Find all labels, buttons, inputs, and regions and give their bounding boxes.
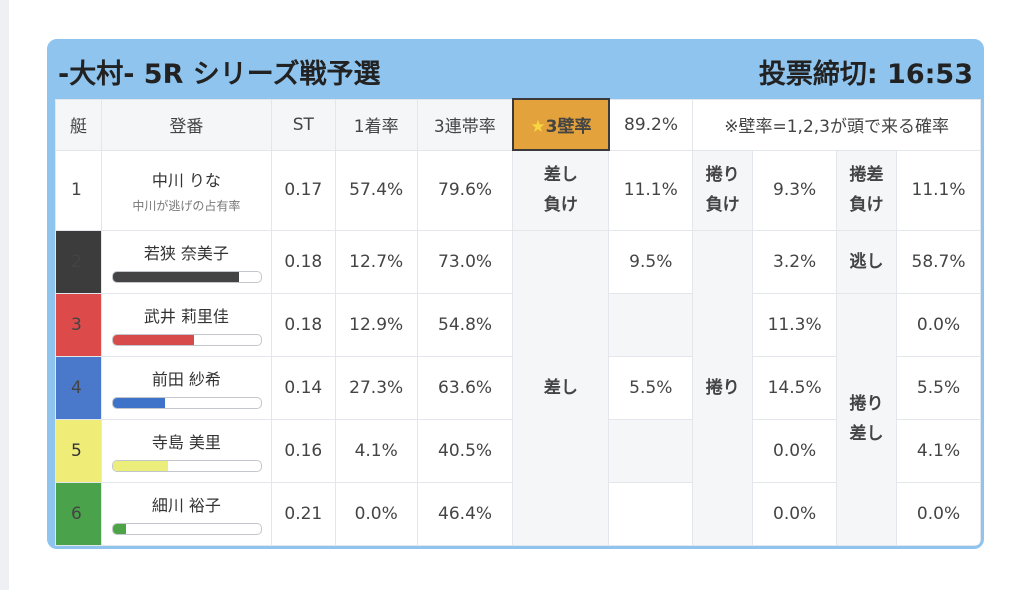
boat-number: 4 <box>55 355 102 420</box>
race-card: -大村- 5R シリーズ戦予選 投票締切: 16:53 艇 登番 ST 1着率 … <box>47 39 984 549</box>
racer-cell: 細川 裕子 <box>100 481 272 546</box>
pattern-sashi-lose: 差し 負け <box>512 149 610 231</box>
table-row-boat-6: 6 細川 裕子 0.21 0.0% 46.4% 0.0% 0.0% <box>55 481 981 546</box>
first-rate: 12.9% <box>334 292 418 357</box>
top3-rate: 46.4% <box>416 481 514 546</box>
first-rate: 12.7% <box>334 229 418 294</box>
pattern-makurizashi-lose-value: 11.1% <box>896 149 981 231</box>
makurizashi-value: 0.0% <box>896 292 981 357</box>
sashi-value <box>608 418 694 483</box>
racer-cell: 武井 莉里佳 <box>100 292 272 357</box>
rate-bar <box>111 334 262 346</box>
header-top3-rate: 3連帯率 <box>416 98 514 151</box>
racer-name: 寺島 美里 <box>151 433 221 452</box>
first-rate: 27.3% <box>334 355 418 420</box>
start-timing: 0.21 <box>270 481 336 546</box>
rate-bar-fill <box>112 335 195 345</box>
boat-number: 2 <box>55 229 102 294</box>
pattern-makurizashi: 捲り 差し <box>836 292 898 546</box>
sashi-value <box>608 292 694 357</box>
prediction-table: 艇 登番 ST 1着率 3連帯率 ★3壁率 89.2% ※壁率=1,2,3が頭で… <box>55 98 981 546</box>
wall-rate-note: ※壁率=1,2,3が頭で来る確率 <box>692 98 981 151</box>
rate-bar-fill <box>112 461 168 471</box>
start-timing: 0.18 <box>270 229 336 294</box>
header-row: 艇 登番 ST 1着率 3連帯率 ★3壁率 89.2% ※壁率=1,2,3が頭で… <box>55 98 981 151</box>
wall-rate-text: 3壁率 <box>545 117 592 137</box>
top3-rate: 79.6% <box>416 149 514 231</box>
makuri-value: 3.2% <box>752 229 838 294</box>
escape-share-caption: 中川が逃げの占有率 <box>132 198 241 213</box>
racer-cell: 中川 りな 中川が逃げの占有率 <box>100 149 272 231</box>
start-timing: 0.16 <box>270 418 336 483</box>
wall-rate-label: ★3壁率 <box>511 98 610 151</box>
pattern-makurizashi-lose-label: 捲差 負け <box>849 165 884 215</box>
makurizashi-value: 5.5% <box>896 355 981 420</box>
pattern-sashi-lose-value: 11.1% <box>608 149 694 231</box>
racer-cell: 寺島 美里 <box>100 418 272 483</box>
table-row-boat-5: 5 寺島 美里 0.16 4.1% 40.5% 0.0% 4.1% <box>55 418 981 483</box>
makuri-value: 0.0% <box>752 418 838 483</box>
voting-deadline: 投票締切: 16:53 <box>758 59 973 90</box>
table-row-boat-3: 3 武井 莉里佳 0.18 12.9% 54.8% 11.3% 捲り 差し 0.… <box>55 292 981 546</box>
boat-number: 5 <box>55 418 102 483</box>
header-boat: 艇 <box>55 98 102 151</box>
pattern-makurizashi-lose: 捲差 負け <box>836 149 898 231</box>
star-icon: ★ <box>530 117 546 137</box>
makuri-value: 0.0% <box>752 481 838 546</box>
racer-name: 細川 裕子 <box>151 496 221 515</box>
header-st: ST <box>270 98 336 151</box>
table-row-boat-4: 4 前田 紗希 0.14 27.3% 63.6% 5.5% 14.5% 5.5% <box>55 355 981 420</box>
left-page-strip <box>0 0 9 590</box>
top3-rate: 40.5% <box>416 418 514 483</box>
wall-rate-value: 89.2% <box>608 98 694 151</box>
rate-bar <box>111 397 262 409</box>
racer-name: 若狭 奈美子 <box>143 244 229 263</box>
rate-bar-fill <box>112 272 239 282</box>
boat-number: 6 <box>55 481 102 546</box>
table-row-boat-1: 1 中川 りな 中川が逃げの占有率 0.17 57.4% 79.6% 差し 負け… <box>55 149 981 231</box>
start-timing: 0.18 <box>270 292 336 357</box>
pattern-makuri: 捲り <box>692 229 754 546</box>
sashi-value: 5.5% <box>608 355 694 420</box>
pattern-nige: 逃し <box>836 229 898 294</box>
rate-bar-fill <box>112 524 127 534</box>
nige-value: 58.7% <box>896 229 981 294</box>
race-title: -大村- 5R シリーズ戦予選 <box>58 59 381 90</box>
makuri-value: 14.5% <box>752 355 838 420</box>
racer-name: 武井 莉里佳 <box>143 307 229 326</box>
top3-rate: 54.8% <box>416 292 514 357</box>
header-name: 登番 <box>100 98 272 151</box>
card-header: -大村- 5R シリーズ戦予選 投票締切: 16:53 <box>50 42 981 98</box>
table-row-boat-2: 2 若狭 奈美子 0.18 12.7% 73.0% 差し 9.5% 捲り 3.2… <box>55 229 981 546</box>
makurizashi-value: 0.0% <box>896 481 981 546</box>
pattern-makuri-lose-label: 捲り 負け <box>705 165 740 215</box>
first-rate: 4.1% <box>334 418 418 483</box>
racer-name: 前田 紗希 <box>151 370 221 389</box>
sashi-value <box>608 481 694 546</box>
pattern-makuri-lose: 捲り 負け <box>692 149 754 231</box>
first-rate: 0.0% <box>334 481 418 546</box>
boat-number: 1 <box>55 149 102 231</box>
racer-cell: 前田 紗希 <box>100 355 272 420</box>
start-timing: 0.17 <box>270 149 336 231</box>
boat-number: 3 <box>55 292 102 357</box>
top3-rate: 73.0% <box>416 229 514 294</box>
rate-bar <box>111 460 262 472</box>
rate-bar <box>111 271 262 283</box>
rate-bar-fill <box>112 398 165 408</box>
pattern-makurizashi-label: 捲り 差し <box>849 394 884 444</box>
racer-name: 中川 りな <box>151 170 221 190</box>
makurizashi-value: 4.1% <box>896 418 981 483</box>
pattern-sashi: 差し <box>512 229 610 546</box>
first-rate: 57.4% <box>334 149 418 231</box>
start-timing: 0.14 <box>270 355 336 420</box>
pattern-makuri-lose-value: 9.3% <box>752 149 838 231</box>
makuri-value: 11.3% <box>752 292 838 357</box>
sashi-value: 9.5% <box>608 229 694 294</box>
pattern-sashi-lose-label: 差し 負け <box>543 165 578 216</box>
top3-rate: 63.6% <box>416 355 514 420</box>
header-first-rate: 1着率 <box>334 98 418 151</box>
rate-bar <box>111 523 262 535</box>
racer-cell: 若狭 奈美子 <box>100 229 272 294</box>
